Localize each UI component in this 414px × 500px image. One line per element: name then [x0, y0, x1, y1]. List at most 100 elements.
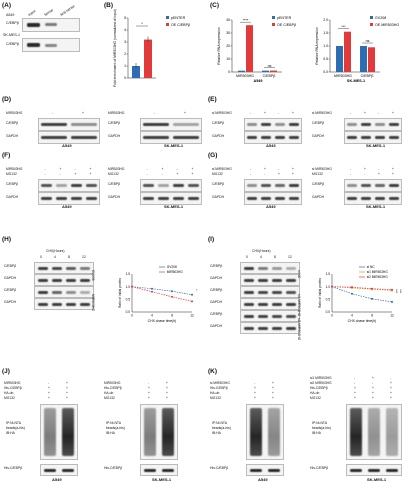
band: [52, 266, 62, 270]
ip-label: IB:HA: [6, 431, 15, 435]
chart-h: 0.0 0.5 1.0 1.5 0 4 8 12 CHX chase time(h) Ratio …: [118, 265, 198, 323]
cell-label: SK-MES-1: [366, 143, 386, 148]
condition-label: MIR503HG: [6, 111, 23, 115]
legend-swatch: [370, 16, 373, 19]
band: [244, 266, 254, 270]
blot-strip: [344, 192, 402, 205]
condition-label: MIR503HG: [104, 381, 121, 385]
condition-sign: +: [166, 386, 168, 390]
band: [244, 278, 254, 282]
y-tick-label: 0.5: [126, 298, 131, 302]
y-tick-label: 2: [124, 52, 126, 56]
band: [275, 197, 285, 200]
input-blot: [140, 464, 178, 476]
band: [247, 136, 257, 139]
band: [289, 197, 299, 200]
band: [289, 184, 299, 187]
condition-label: MG132: [310, 396, 321, 400]
x-tick-label: C/EBPβ: [361, 74, 374, 78]
legend-label: si1 MIR503HG: [367, 270, 388, 274]
band: [66, 266, 76, 270]
band: [286, 266, 296, 270]
condition-sign: +: [364, 167, 366, 171]
band: [368, 468, 380, 472]
cell-label: SK-MES-1: [347, 79, 365, 83]
sig-mark: ***: [398, 289, 402, 294]
lane-antisense: Anti-sense: [59, 4, 76, 18]
legend-label: si NC: [367, 265, 375, 269]
condition-label: si2 MIR503HG: [310, 381, 332, 385]
condition-sign: +: [272, 381, 274, 385]
blot-strip: [34, 262, 94, 274]
cell-a549-label: A549: [6, 13, 15, 17]
band: [258, 278, 268, 282]
condition-sign: +: [354, 391, 356, 395]
y-tick-label: 0.5: [323, 57, 328, 61]
condition-sign: +: [254, 396, 256, 400]
condition-sign: +: [372, 386, 374, 390]
data-point: [151, 290, 153, 293]
band: [144, 468, 156, 472]
chart-i: 0.0 0.5 1.0 1.5 0 4 8 12 CHX chase time(h) Ratio …: [318, 265, 402, 323]
ip-label: IB:HA: [312, 431, 321, 435]
x-tick-label: MIR503HG: [236, 74, 254, 78]
legend-label: pENTER: [171, 16, 186, 20]
condition-sign: -: [250, 111, 252, 115]
ub-blot: [346, 404, 402, 460]
condition-sign: +: [390, 386, 392, 390]
sig-mark: *: [194, 289, 198, 291]
condition-sign: +: [89, 172, 92, 176]
legend-label: si2 MIR503HG: [367, 275, 388, 279]
band: [244, 290, 254, 294]
sig-mark: ns: [268, 64, 272, 68]
band: [247, 123, 257, 126]
condition-sign: +: [292, 167, 294, 171]
ub-smear: [268, 408, 280, 456]
bar: [270, 70, 277, 72]
band: [247, 197, 257, 200]
condition-label: His-C/EBPβ: [310, 386, 328, 390]
condition-label: si MIR503HG: [212, 111, 232, 115]
data-point: [371, 287, 373, 290]
y-tick-label: 5: [124, 16, 126, 20]
condition-sign: +: [48, 391, 50, 395]
band: [41, 136, 67, 139]
y-tick-label: 1.0: [323, 44, 328, 48]
bar: [246, 25, 253, 72]
blot-strip: [244, 179, 302, 192]
bottom-protein-label: His-C/EBPβ: [104, 466, 123, 470]
time-label: 4: [54, 255, 56, 259]
legend-label: OE MIR503HG: [375, 23, 399, 27]
y-tick-label: 0.0: [326, 310, 331, 314]
data-point: [131, 285, 133, 288]
group-label: GV208: [91, 270, 95, 281]
protein-label: GAPDH: [210, 300, 223, 304]
y-tick-label: 0: [228, 70, 230, 74]
panel-e-letter: (E): [208, 96, 217, 103]
band: [286, 314, 296, 318]
bar: [360, 46, 367, 72]
band: [389, 197, 399, 200]
ip-label: beads(a-his): [212, 426, 231, 430]
y-tick-label: 4: [124, 28, 126, 32]
data-point: [351, 286, 353, 289]
lane-sense: Sense: [43, 7, 55, 18]
ub-smear: [368, 408, 380, 456]
y-tick-label: 1: [124, 64, 126, 68]
bar: [262, 70, 269, 72]
condition-sign: +: [191, 172, 194, 176]
condition-sign: +: [254, 391, 256, 395]
sig-mark: *: [141, 21, 143, 26]
panel-f-letter: (F): [2, 152, 11, 159]
condition-sign: -: [44, 172, 46, 176]
blot-strip: [244, 131, 302, 144]
x-tick-label: 8: [171, 314, 173, 318]
condition-label: MIR503HG: [4, 381, 21, 385]
lane-input: Input: [27, 9, 37, 18]
band: [272, 326, 282, 330]
condition-sign: -: [278, 167, 280, 171]
condition-sign: +: [66, 381, 68, 385]
band: [173, 136, 199, 139]
panel-g-letter: (G): [208, 152, 218, 159]
condition-sign: +: [292, 111, 294, 115]
